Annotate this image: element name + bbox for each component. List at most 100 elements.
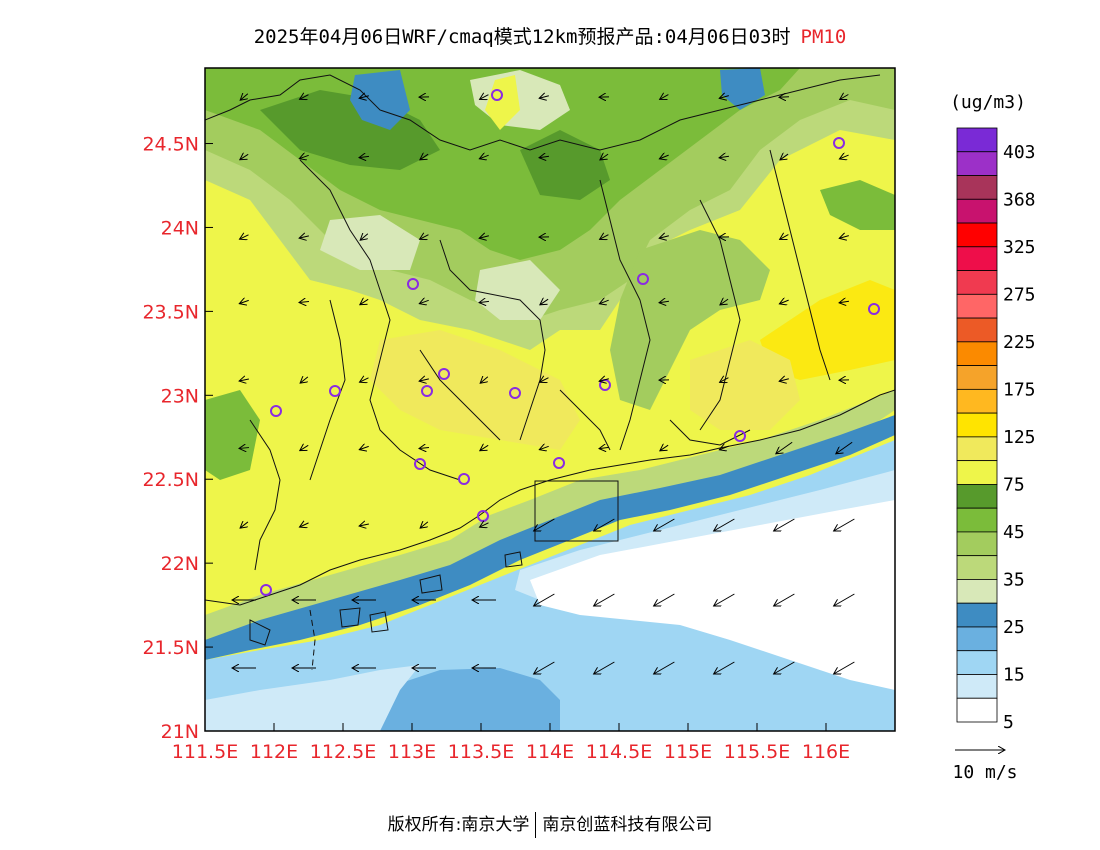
- colorbar-segment: [956, 507, 998, 533]
- field-sea-10-south: [205, 665, 420, 731]
- colorbar-unit: (ug/m3): [950, 92, 1026, 113]
- colorbar-segment: [956, 602, 998, 628]
- field-coast-35: [205, 390, 895, 645]
- lon-tick-label: 114.5E: [586, 741, 652, 763]
- colorbar-segment: [956, 697, 998, 723]
- wind-arrow: [480, 445, 489, 450]
- colorbar-level-label: 175: [1003, 379, 1036, 400]
- lon-tick-label: 112E: [250, 741, 298, 763]
- wind-arrow: [836, 441, 853, 453]
- colorbar-segment: [956, 270, 998, 295]
- lon-tick-label: 112.5E: [310, 741, 376, 763]
- wind-arrow: [779, 379, 789, 382]
- lon-tick-label: 115E: [664, 741, 712, 763]
- wind-arrow: [540, 299, 549, 305]
- wind-arrow: [839, 236, 849, 239]
- wind-arrow: [839, 301, 850, 303]
- lon-tick-label: 115.5E: [724, 741, 790, 763]
- wind-arrow: [300, 377, 309, 383]
- field-north-dark-green-2: [520, 130, 610, 200]
- lat-tick-label: 22.5N: [142, 469, 199, 491]
- field-east-green: [820, 180, 895, 230]
- wind-arrow: [300, 95, 309, 100]
- colorbar-segment: [956, 341, 998, 366]
- field-east-125: [760, 280, 895, 380]
- wind-arrow: [659, 155, 669, 159]
- colorbar-level-label: 35: [1003, 569, 1025, 590]
- wind-arrow: [239, 300, 249, 303]
- wind-arrow: [594, 593, 615, 606]
- wind-arrow: [240, 154, 249, 159]
- wind-arrow: [839, 155, 849, 159]
- wind-arrow: [834, 518, 855, 531]
- wind-arrow: [599, 300, 609, 304]
- wind-arrow: [714, 593, 735, 606]
- wind-arrow: [299, 155, 309, 158]
- field-coast-20: [205, 415, 895, 660]
- wind-arrow: [419, 447, 430, 448]
- colorbar-segment: [956, 579, 998, 604]
- colorbar-level-label: 75: [1003, 474, 1025, 495]
- wind-arrow: [774, 518, 795, 531]
- colorbar-segment: [956, 412, 998, 438]
- wind-arrow: [360, 234, 369, 240]
- wind-arrow: [779, 97, 790, 98]
- wind-arrow: [776, 441, 793, 453]
- colorbar-segment: [956, 483, 998, 509]
- latitude-axis: 24.5N 24N 23.5N 23N 22.5N 22N 21.5N 21N: [142, 134, 213, 743]
- colorbar-segment: [956, 317, 998, 343]
- wind-arrow: [479, 301, 490, 302]
- colorbar-segment: [956, 626, 998, 652]
- wind-arrow: [480, 95, 489, 100]
- colorbar-segment: [956, 246, 998, 271]
- wind-arrow: [419, 379, 429, 381]
- wind-arrow: [299, 523, 309, 527]
- map-title: 2025年04月06日WRF/cmaq模式12km预报产品:04月06日03时 P…: [0, 22, 1100, 49]
- field-north-15-2: [720, 68, 765, 110]
- lat-tick-label: 24.5N: [142, 134, 199, 156]
- lat-tick-label: 21.5N: [142, 637, 199, 659]
- longitude-axis: 111.5E 112E 112.5E 113E 113.5E 114E 114.5E 115E…: [172, 723, 850, 763]
- wind-arrow: [660, 95, 669, 100]
- lon-tick-label: 114E: [526, 741, 574, 763]
- wind-arrow: [480, 377, 489, 383]
- lat-tick-label: 21N: [161, 721, 199, 743]
- lat-tick-label: 22N: [161, 553, 199, 575]
- wind-arrow: [239, 448, 250, 449]
- colorbar-segment: [956, 151, 998, 176]
- colorbar-segment: [956, 388, 998, 414]
- wind-arrow: [720, 299, 729, 305]
- lon-tick-label: 113E: [388, 741, 436, 763]
- colorbar-level-label: 225: [1003, 332, 1036, 353]
- wind-arrow: [299, 236, 309, 238]
- field-north-75-pocket: [485, 75, 520, 130]
- wind-arrow: [359, 446, 369, 449]
- colorbar-segment: [956, 650, 998, 675]
- colorbar: [956, 127, 998, 723]
- field-east-90: [690, 340, 800, 430]
- field-north-25: [320, 215, 420, 270]
- wind-arrow: [359, 96, 369, 98]
- wind-arrow: [714, 518, 735, 531]
- wind-arrow: [359, 524, 369, 526]
- wind-arrow: [774, 593, 795, 606]
- wind-arrow: [594, 518, 615, 531]
- wind-arrow: [299, 301, 310, 302]
- wind-arrow: [539, 96, 549, 99]
- colorbar-segment: [956, 127, 998, 153]
- wind-reference-label: 10 m/s: [952, 762, 1017, 783]
- wind-arrow: [654, 661, 675, 674]
- copyright-footer: 版权所有:南京大学 南京创蓝科技有限公司: [0, 810, 1100, 838]
- wind-vectors: [232, 94, 855, 674]
- title-text: 2025年04月06日WRF/cmaq模式12km预报产品:04月06日03时: [253, 26, 791, 48]
- wind-arrow: [834, 593, 855, 606]
- wind-arrow: [719, 156, 730, 158]
- colorbar-level-label: 125: [1003, 427, 1036, 448]
- field-sea-20-south: [360, 668, 560, 731]
- wind-arrow: [834, 661, 855, 674]
- colorbar-labels: 403 368 325 275 225 175 125 75 45 35 25 15 5: [1003, 142, 1036, 733]
- wind-arrow: [419, 300, 429, 303]
- wind-arrow: [420, 235, 429, 240]
- colorbar-segment: [956, 293, 998, 319]
